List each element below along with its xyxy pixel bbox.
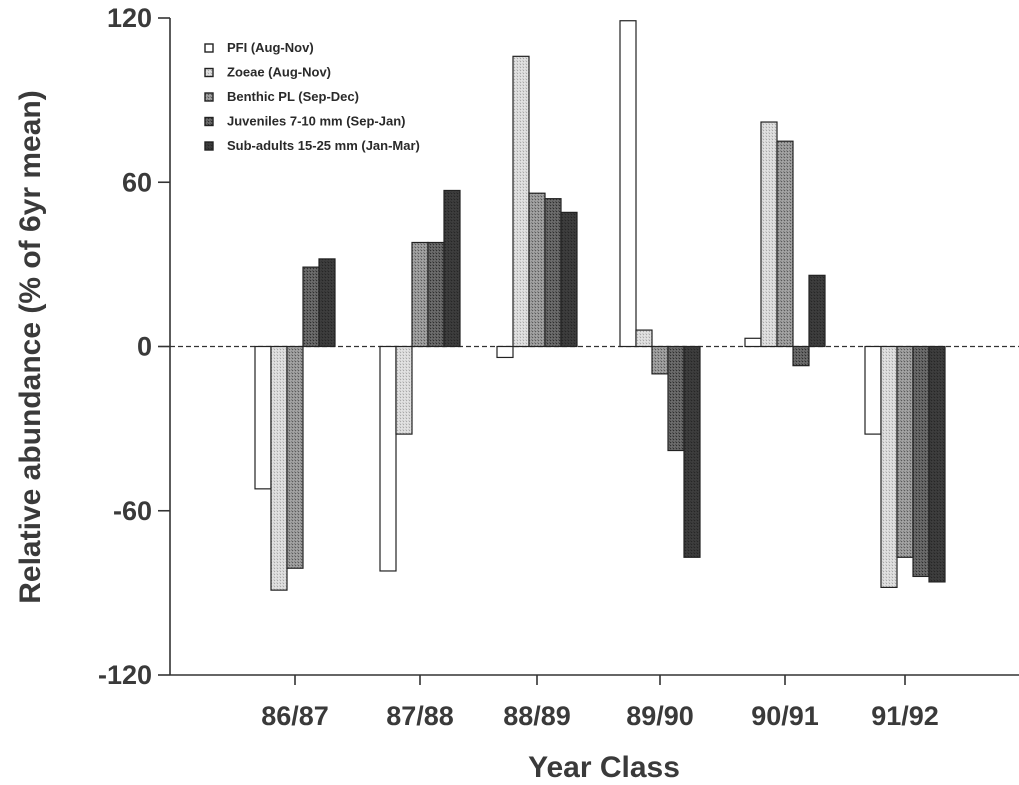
- bar: [667, 345, 685, 452]
- legend-swatch: [204, 43, 214, 53]
- bar: [928, 345, 946, 583]
- legend-label: PFI (Aug-Nov): [227, 40, 314, 55]
- bar: [496, 345, 514, 359]
- x-tick-label: 86/87: [261, 701, 329, 731]
- x-tick-label: 88/89: [503, 701, 571, 731]
- bar: [619, 20, 637, 348]
- y-tick-label: 120: [107, 3, 152, 33]
- legend-swatch: [204, 116, 214, 127]
- x-tick-label: 87/88: [386, 701, 454, 731]
- bar: [379, 345, 397, 572]
- bar: [864, 345, 882, 435]
- bar: [544, 198, 562, 348]
- bar: [512, 55, 530, 348]
- bar: [528, 192, 546, 348]
- bar: [808, 274, 826, 348]
- bar: [411, 241, 429, 348]
- bar: [760, 121, 778, 348]
- bar: [651, 345, 669, 375]
- bar: [880, 345, 898, 588]
- legend-label: Zoeae (Aug-Nov): [227, 65, 331, 80]
- bar: [443, 189, 461, 348]
- x-tick-label: 91/92: [871, 701, 939, 731]
- y-tick-label: -120: [98, 660, 152, 690]
- legend: PFI (Aug-Nov) Zoeae (Aug-Nov) Benthic PL (…: [204, 40, 420, 153]
- x-tick-label: 90/91: [751, 701, 819, 731]
- bar: [560, 211, 578, 348]
- x-axis-title: Year Class: [528, 751, 680, 784]
- legend-swatch: [204, 141, 214, 151]
- bar: [912, 345, 930, 578]
- bar: [302, 266, 320, 348]
- bar: [286, 345, 304, 569]
- bar: [270, 345, 288, 591]
- plot-area: 120 60 0 -60 -120 86/87 87/88 88/89 89/90 90/91 91…: [98, 3, 1019, 731]
- y-axis-title: Relative abundance (% of 6yr mean): [14, 90, 47, 604]
- bar: [683, 345, 701, 558]
- bar: [427, 241, 445, 348]
- legend-swatch: [204, 67, 214, 78]
- bar: [318, 258, 336, 348]
- legend-label: Juveniles 7-10 mm (Sep-Jan): [227, 114, 405, 129]
- bar: [395, 345, 413, 435]
- legend-label: Benthic PL (Sep-Dec): [227, 89, 359, 104]
- x-tick-label: 89/90: [626, 701, 694, 731]
- y-tick-label: 60: [122, 167, 152, 197]
- y-tick-label: 0: [137, 332, 152, 362]
- bar: [792, 345, 810, 367]
- legend-label: Sub-adults 15-25 mm (Jan-Mar): [227, 138, 420, 153]
- bar: [776, 140, 794, 348]
- bar: [744, 337, 762, 348]
- y-tick-label: -60: [113, 496, 152, 526]
- bar: [635, 329, 653, 348]
- bar: [254, 345, 272, 490]
- legend-swatch: [204, 92, 214, 102]
- bar: [896, 345, 914, 558]
